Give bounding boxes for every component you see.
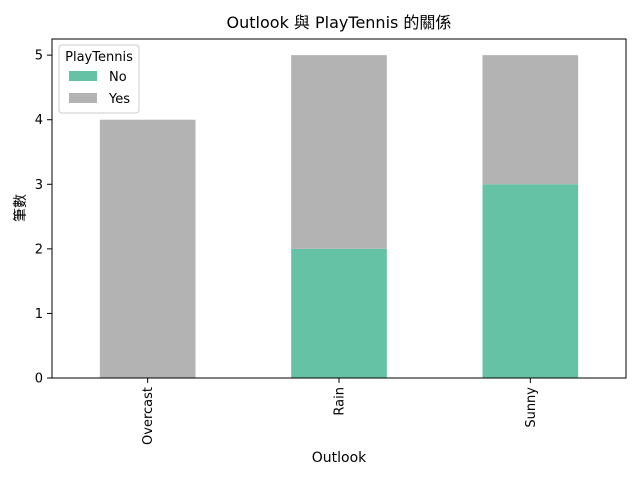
y-tick-label: 5 [35, 49, 43, 64]
x-axis-title: Outlook [312, 450, 367, 466]
bar-overcast-yes [99, 119, 196, 378]
bar-sunny-no [482, 184, 579, 378]
y-axis: 0 1 2 3 4 5 [35, 49, 52, 387]
chart-title: Outlook 與 PlayTennis 的關係 [227, 13, 452, 32]
legend: PlayTennis No Yes [58, 44, 140, 114]
legend-swatch-no [69, 71, 97, 81]
x-tick-label-sunny: Sunny [524, 387, 539, 428]
y-tick-label: 3 [35, 178, 43, 193]
y-tick-label: 1 [35, 307, 43, 322]
legend-label-yes: Yes [108, 92, 130, 107]
legend-label-no: No [109, 70, 127, 85]
bars-group [99, 55, 579, 378]
legend-swatch-yes [69, 93, 97, 103]
x-axis: Overcast Rain Sunny [141, 378, 539, 445]
y-axis-title: 筆數 [13, 194, 29, 222]
bar-rain-yes [291, 55, 387, 249]
x-tick-label-rain: Rain [333, 387, 348, 416]
y-tick-label: 2 [35, 242, 43, 257]
x-tick-label-overcast: Overcast [141, 387, 156, 445]
bar-rain-no [291, 248, 387, 378]
legend-title: PlayTennis [65, 50, 133, 65]
y-tick-label: 4 [35, 113, 43, 128]
y-tick-label: 0 [35, 372, 43, 387]
bar-sunny-yes [482, 55, 579, 185]
